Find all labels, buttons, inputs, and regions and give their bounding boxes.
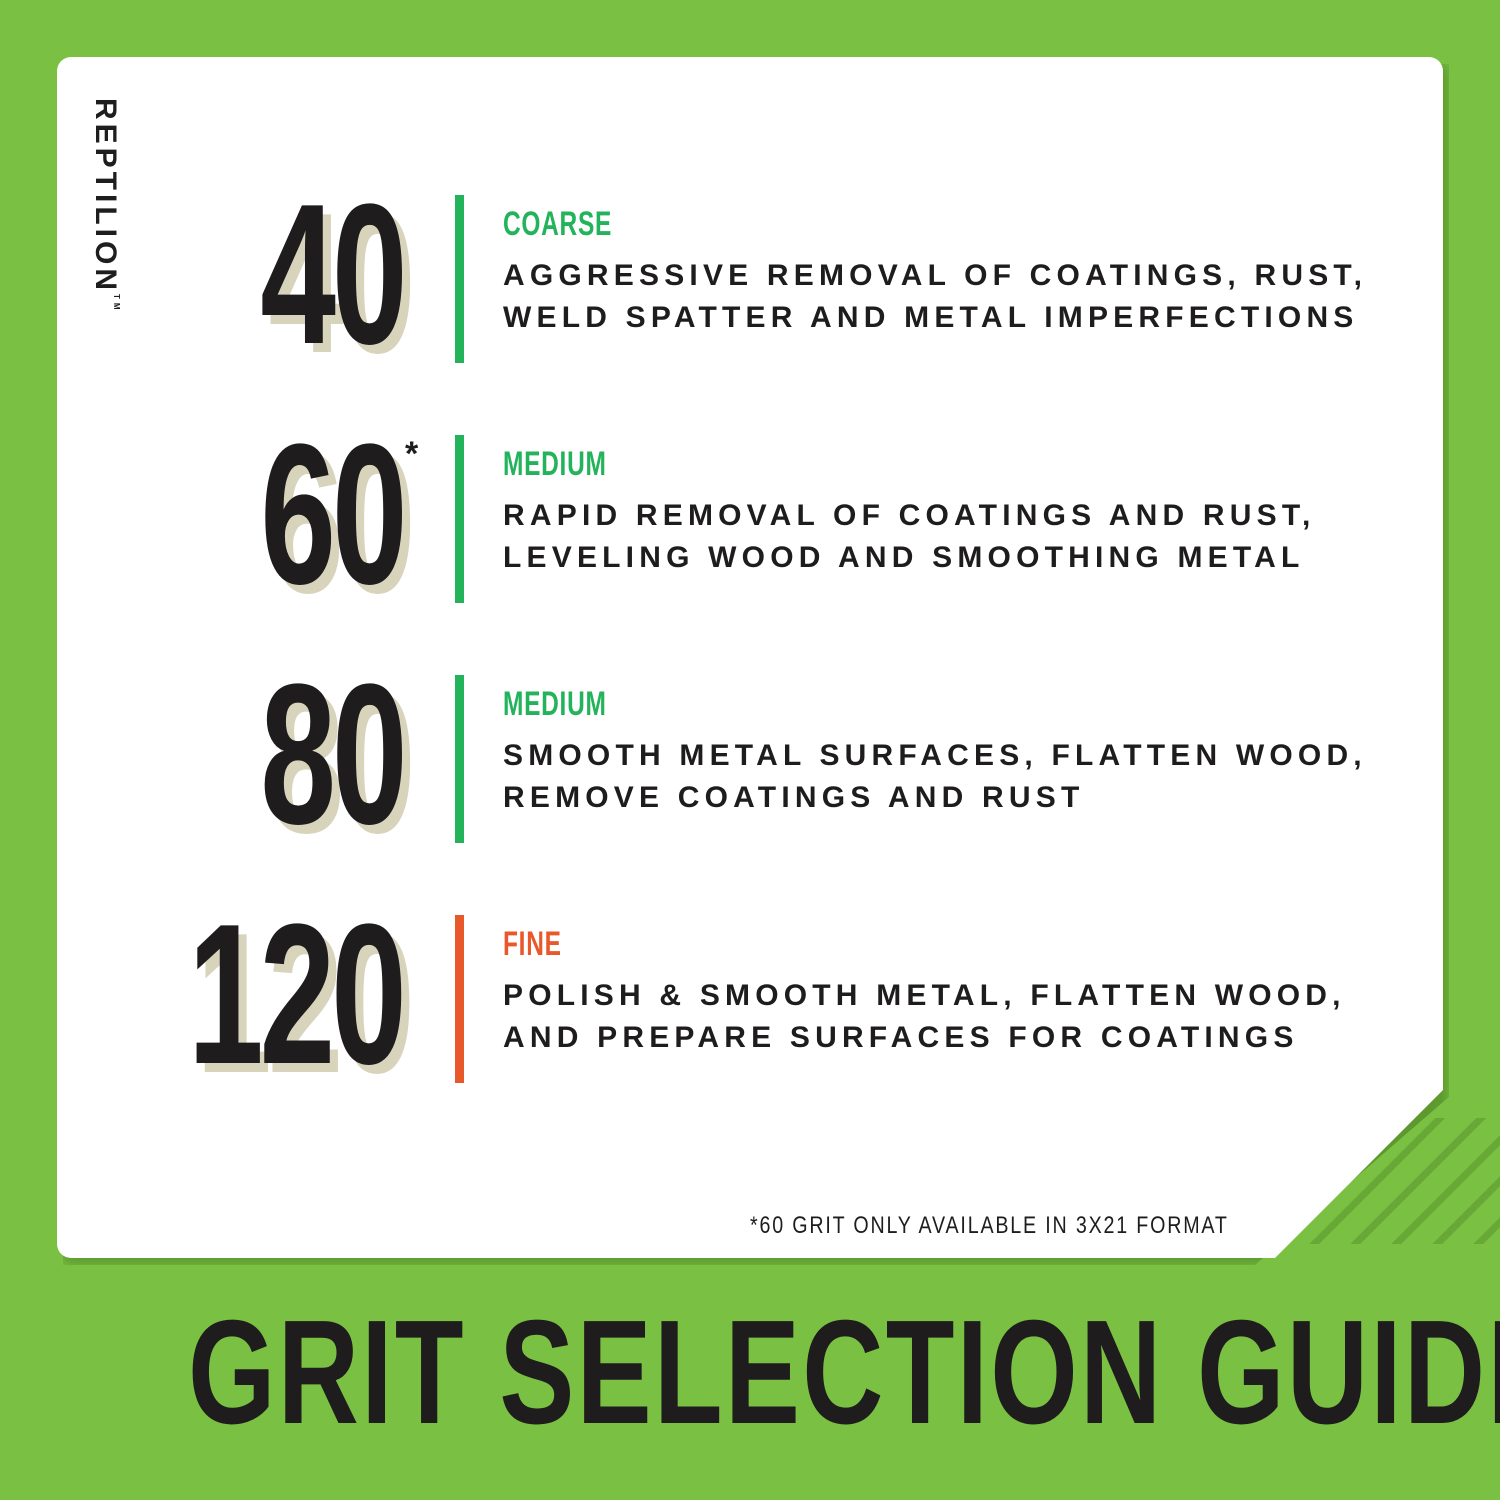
grit-description: SMOOTH METAL SURFACES, FLATTEN WOOD, REMO… (503, 735, 1367, 819)
grit-description: AGGRESSIVE REMOVAL OF COATINGS, RUST, WEL… (503, 255, 1367, 339)
grit-number: 40 (259, 163, 407, 386)
description-line: RAPID REMOVAL OF COATINGS AND RUST, (503, 499, 1316, 532)
footnote: *60 GRIT ONLY AVAILABLE IN 3X21 FORMAT (750, 1212, 1229, 1239)
description-line: POLISH & SMOOTH METAL, FLATTEN WOOD, (503, 979, 1346, 1012)
grade-bar (455, 435, 464, 603)
grade-label: FINE (503, 925, 562, 963)
grit-card (57, 57, 1443, 1258)
brand-name: REPTILION (89, 98, 122, 295)
grit-row: 120 FINE POLISH & SMOOTH METAL, FLATTEN … (0, 895, 1443, 1095)
description-line: AGGRESSIVE REMOVAL OF COATINGS, RUST, (503, 259, 1368, 292)
grit-row: 40 COARSE AGGRESSIVE REMOVAL OF COATINGS… (0, 175, 1443, 375)
grit-row: 80 MEDIUM SMOOTH METAL SURFACES, FLATTEN… (0, 655, 1443, 855)
page-title: GRIT SELECTION GUIDE (188, 1290, 1500, 1455)
brand-logo: REPTILIONTM (88, 98, 122, 314)
description-line: WELD SPATTER AND METAL IMPERFECTIONS (503, 301, 1359, 334)
grade-label: COARSE (503, 205, 613, 243)
description-line: LEVELING WOOD AND SMOOTHING METAL (503, 541, 1305, 574)
grit-description: RAPID REMOVAL OF COATINGS AND RUST, LEVEL… (503, 495, 1316, 579)
grade-label: MEDIUM (503, 445, 607, 483)
grade-label: MEDIUM (503, 685, 607, 723)
grit-number: 120 (188, 883, 407, 1106)
trademark: TM (112, 294, 121, 314)
description-line: REMOVE COATINGS AND RUST (503, 781, 1085, 814)
description-line: SMOOTH METAL SURFACES, FLATTEN WOOD, (503, 739, 1367, 772)
description-line: AND PREPARE SURFACES FOR COATINGS (503, 1021, 1299, 1054)
grit-number: 60 (259, 403, 407, 626)
asterisk: * (405, 435, 419, 473)
grit-description: POLISH & SMOOTH METAL, FLATTEN WOOD, AND … (503, 975, 1346, 1059)
grit-number: 80 (259, 643, 407, 866)
grit-row: 60 * MEDIUM RAPID REMOVAL OF COATINGS AN… (0, 415, 1443, 615)
grade-bar (455, 195, 464, 363)
grade-bar (455, 675, 464, 843)
grade-bar (455, 915, 464, 1083)
